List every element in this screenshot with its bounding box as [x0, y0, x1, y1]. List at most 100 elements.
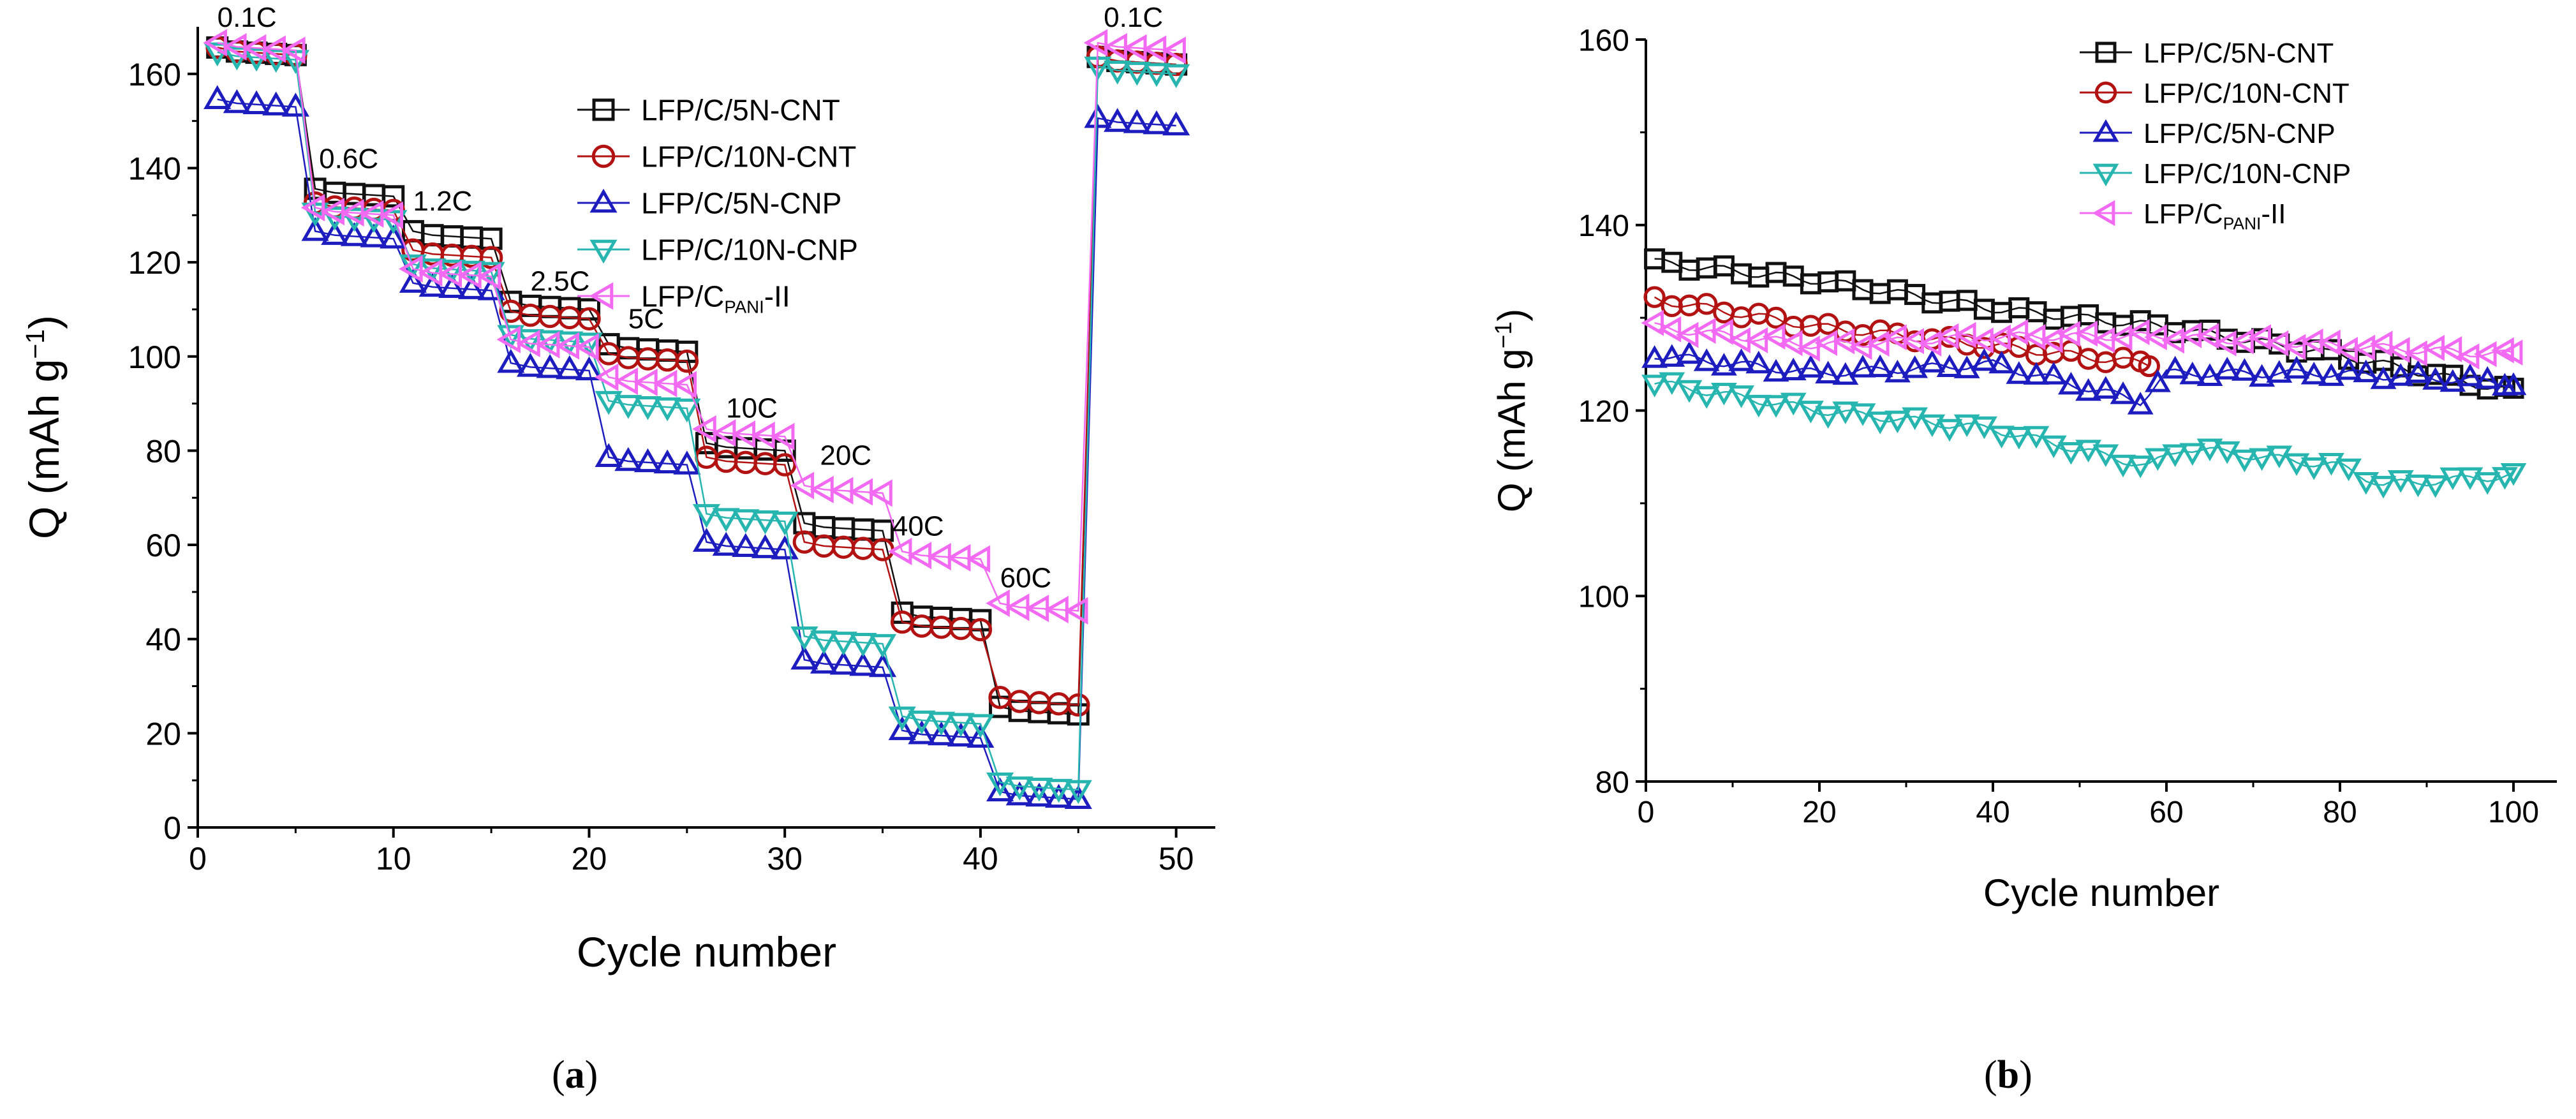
data-point	[1919, 350, 1946, 373]
data-point	[1710, 318, 1733, 345]
data-point	[2370, 475, 2397, 499]
data-point	[829, 651, 857, 675]
data-point	[577, 307, 601, 330]
data-point	[1104, 108, 1132, 132]
y-tick-label: 0	[163, 810, 181, 846]
legend-marker	[2092, 119, 2119, 142]
data-point	[1641, 345, 1668, 368]
data-point	[1832, 401, 1859, 424]
data-point	[1025, 778, 1053, 802]
data-point	[2457, 467, 2483, 491]
y-axis-label: Q (mAh g−1)	[1490, 309, 1533, 512]
data-point	[2057, 371, 2084, 395]
data-point	[653, 449, 681, 473]
data-point	[2439, 467, 2466, 491]
data-point	[2474, 472, 2501, 495]
data-point	[203, 29, 227, 57]
data-point	[242, 90, 270, 115]
data-point	[968, 618, 993, 642]
data-point	[1696, 293, 1718, 315]
series-line	[217, 98, 1176, 801]
data-point	[2318, 453, 2344, 476]
data-point	[2387, 363, 2414, 386]
y-tick-label: 40	[145, 622, 181, 658]
x-tick-label: 0	[1638, 796, 1655, 829]
data-point	[773, 453, 797, 477]
legend-item-lfp-c-5n-cnt: LFP/C/5N-CNT	[577, 94, 840, 127]
data-point	[2022, 323, 2046, 350]
data-point	[1849, 403, 1876, 426]
legend-item-lfp-c-10n-cnp: LFP/C/10N-CNP	[2080, 158, 2351, 189]
data-point	[2092, 327, 2115, 353]
data-point	[2196, 323, 2219, 350]
data-point	[1693, 386, 1720, 409]
series-lfp-c-pani-ii	[203, 29, 1186, 625]
data-point	[380, 210, 408, 234]
x-tick-label: 50	[1158, 841, 1194, 877]
data-point	[2404, 474, 2431, 498]
data-point	[1762, 323, 1786, 350]
rate-label: 0.1C	[218, 2, 277, 33]
data-point	[457, 275, 485, 299]
data-point	[1658, 316, 1682, 343]
data-point	[2499, 339, 2523, 366]
data-point	[868, 634, 897, 658]
x-tick-label: 10	[376, 841, 411, 877]
legend-label: LFP/CPANI-II	[641, 280, 790, 317]
x-tick-label: 100	[2488, 796, 2539, 829]
data-point	[966, 714, 995, 738]
data-point	[1797, 335, 1820, 362]
data-point	[1780, 357, 1807, 381]
legend-label: LFP/C/5N-CNT	[2143, 38, 2334, 69]
x-tick-label: 20	[572, 841, 607, 877]
y-tick-label: 120	[1578, 395, 1629, 429]
data-point	[2214, 357, 2240, 380]
data-point	[908, 710, 936, 735]
legend-label: LFP/C/10N-CNP	[2143, 158, 2351, 189]
data-point	[849, 632, 877, 657]
data-point	[2387, 337, 2410, 364]
legend-marker	[591, 144, 616, 168]
data-point	[888, 716, 916, 741]
data-point	[1104, 61, 1132, 85]
chart-panel-b: 0 20 40 60 80 100 80 100 120 140 160 Cycle number Q …	[1490, 24, 2557, 914]
data-point	[1988, 426, 2015, 448]
data-point	[2500, 463, 2527, 486]
y-tick-label: 100	[128, 339, 181, 375]
data-point	[1143, 110, 1171, 135]
data-point	[2457, 363, 2483, 387]
data-point	[1064, 785, 1092, 809]
panel-label-b: (b)	[1984, 1053, 2032, 1097]
data-point	[2006, 427, 2032, 450]
legend-item-lfp-c-5n-cnp: LFP/C/5N-CNP	[577, 187, 841, 220]
data-point	[2422, 475, 2449, 498]
data-point	[770, 422, 795, 450]
data-point	[614, 447, 642, 471]
y-tick-label: 140	[128, 151, 181, 186]
data-point	[712, 531, 740, 556]
data-point	[2179, 443, 2206, 466]
data-point	[536, 353, 564, 378]
data-point	[2110, 381, 2136, 404]
data-point	[2266, 445, 2293, 469]
data-point	[1988, 324, 2011, 351]
series-line	[217, 41, 1176, 612]
data-point	[790, 645, 818, 670]
y-tick-label: 120	[128, 245, 181, 281]
data-point	[633, 396, 662, 420]
data-point	[1710, 353, 1737, 376]
data-point	[1643, 286, 1666, 308]
data-point	[1884, 359, 1911, 383]
data-point	[2214, 441, 2240, 464]
data-point	[1849, 355, 1876, 378]
data-point	[1676, 380, 1703, 403]
data-point	[947, 722, 975, 747]
data-point	[1676, 341, 1703, 364]
y-tick-label: 20	[145, 716, 181, 752]
data-point	[2127, 456, 2154, 478]
data-point	[2161, 327, 2184, 354]
data-point	[986, 772, 1014, 797]
legend-item-lfp-cpani-ii: LFP/CPANI-II	[2080, 198, 2286, 233]
data-point	[1083, 29, 1108, 57]
